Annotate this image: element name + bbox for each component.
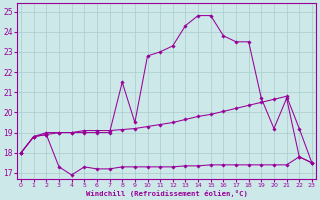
X-axis label: Windchill (Refroidissement éolien,°C): Windchill (Refroidissement éolien,°C) [85,190,247,197]
